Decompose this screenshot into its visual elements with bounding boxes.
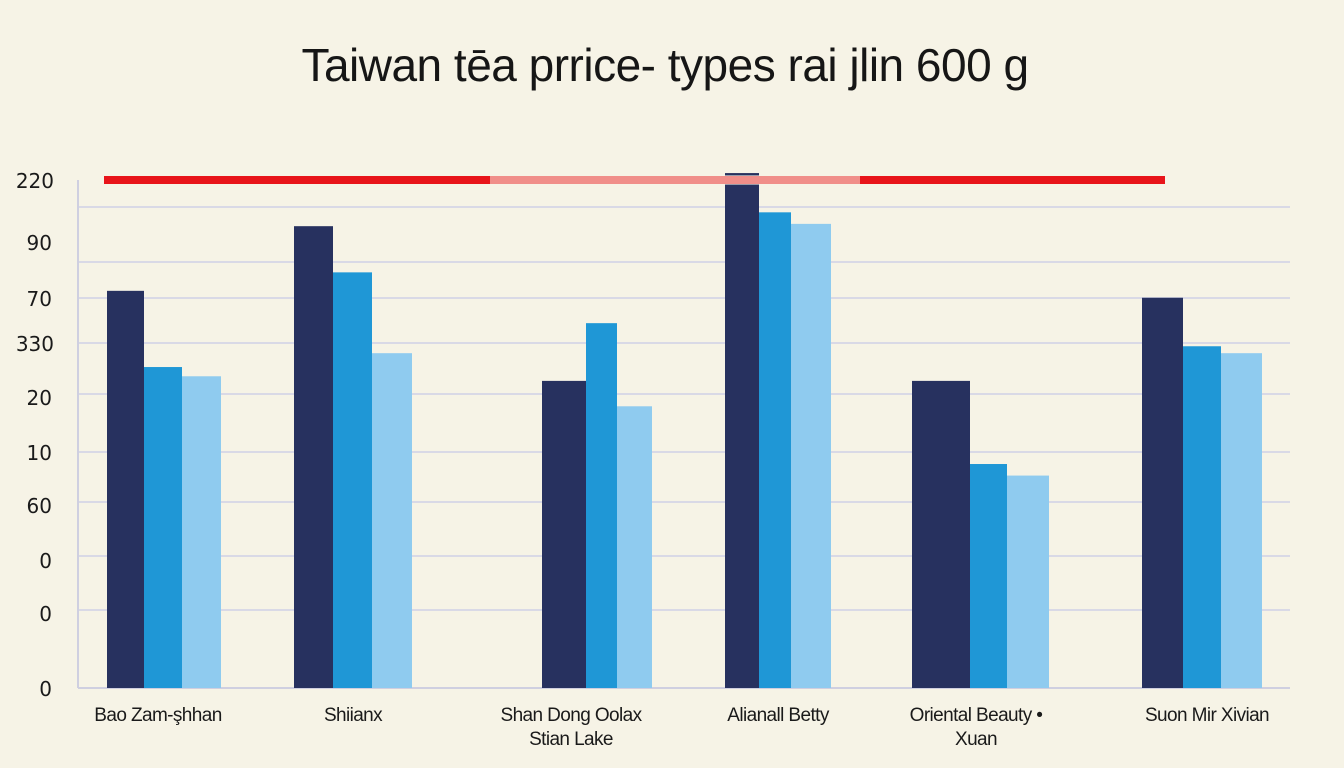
y-tick-label: 70 <box>27 287 52 311</box>
x-tick-label: Bao Zam-şhhan <box>94 705 221 726</box>
bar <box>144 367 182 688</box>
y-tick-label: 0 <box>39 677 52 701</box>
bar <box>294 226 333 688</box>
y-tick-label: 60 <box>27 494 52 518</box>
reference-line-fade <box>490 175 860 185</box>
bar <box>1142 297 1183 688</box>
bar <box>791 223 831 688</box>
x-tick-label: Stian Lake <box>529 729 613 750</box>
bar <box>333 272 372 688</box>
x-tick-label: Alianall Betty <box>727 705 830 726</box>
y-tick-label: 10 <box>27 441 52 465</box>
bar <box>372 353 412 688</box>
bar <box>1221 353 1262 688</box>
y-tick-label: 0 <box>39 602 52 626</box>
y-tick-label: 90 <box>27 231 52 255</box>
bar <box>970 464 1007 688</box>
bar <box>542 380 586 688</box>
chart-title: Taiwan tēa prrice- types rai jlin 600 g <box>301 39 1029 91</box>
bar <box>1007 475 1049 688</box>
y-tick-label: 20 <box>27 386 52 410</box>
bar <box>725 173 759 688</box>
bar <box>617 406 652 688</box>
y-tick-label: 220 <box>16 169 54 193</box>
bar <box>586 323 617 688</box>
bar <box>1183 346 1221 688</box>
y-tick-label: 0 <box>39 549 52 573</box>
x-tick-label: Suon Mir Xivian <box>1145 705 1269 726</box>
bar <box>182 376 221 688</box>
x-tick-label: Oriental Beauty • <box>910 705 1043 726</box>
bar <box>107 290 144 688</box>
x-tick-label: Xuan <box>955 729 997 750</box>
x-tick-label: Shiianx <box>324 705 383 726</box>
y-tick-label: 330 <box>16 332 54 356</box>
x-tick-label: Shan Dong Oolax <box>501 705 643 726</box>
bar <box>912 380 970 688</box>
bar <box>759 212 791 688</box>
